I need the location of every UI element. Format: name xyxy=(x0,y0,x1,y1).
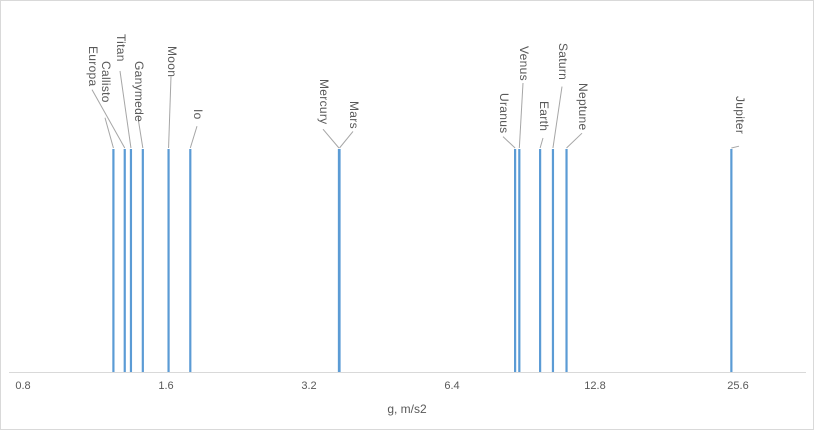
point-label-venus: Venus xyxy=(517,46,531,81)
x-tick-label-0.8: 0.8 xyxy=(15,380,30,392)
x-tick-label-3.2: 3.2 xyxy=(301,380,316,392)
leader-line-mars xyxy=(339,131,354,149)
point-label-mercury: Mercury xyxy=(317,79,331,124)
point-label-neptune: Neptune xyxy=(576,83,590,130)
point-label-ganymede: Ganymede xyxy=(132,61,146,122)
leader-line-jupiter xyxy=(731,145,740,149)
leader-line-io xyxy=(189,126,198,149)
leader-line-uranus xyxy=(502,136,516,149)
x-tick-label-1.6: 1.6 xyxy=(158,380,173,392)
x-tick-label-6.4: 6.4 xyxy=(444,380,459,392)
x-axis-title: g, m/s2 xyxy=(387,402,427,416)
point-label-titan: Titan xyxy=(114,34,128,62)
point-label-mars: Mars xyxy=(347,101,361,129)
x-tick-label-12.8: 12.8 xyxy=(584,380,605,392)
point-label-saturn: Saturn xyxy=(556,43,570,80)
point-label-earth: Earth xyxy=(537,101,551,131)
point-label-jupiter: Jupiter xyxy=(733,96,747,134)
leader-line-saturn xyxy=(552,86,563,149)
point-label-callisto: Callisto xyxy=(99,61,113,103)
point-label-io: Io xyxy=(191,109,205,120)
point-label-moon: Moon xyxy=(165,46,179,77)
point-label-uranus: Uranus xyxy=(497,93,511,133)
x-tick-label-25.6: 25.6 xyxy=(727,380,748,392)
leader-line-mercury xyxy=(322,128,340,149)
leader-line-titan xyxy=(119,70,132,149)
leader-line-neptune xyxy=(566,132,583,149)
leader-line-venus xyxy=(518,82,524,149)
leader-line-moon xyxy=(168,76,172,149)
leader-line-europa xyxy=(91,89,126,149)
point-label-europa: Europa xyxy=(86,46,100,87)
leader-line-ganymede xyxy=(137,117,144,149)
leader-line-earth xyxy=(539,137,544,149)
leader-line-callisto xyxy=(104,117,114,149)
